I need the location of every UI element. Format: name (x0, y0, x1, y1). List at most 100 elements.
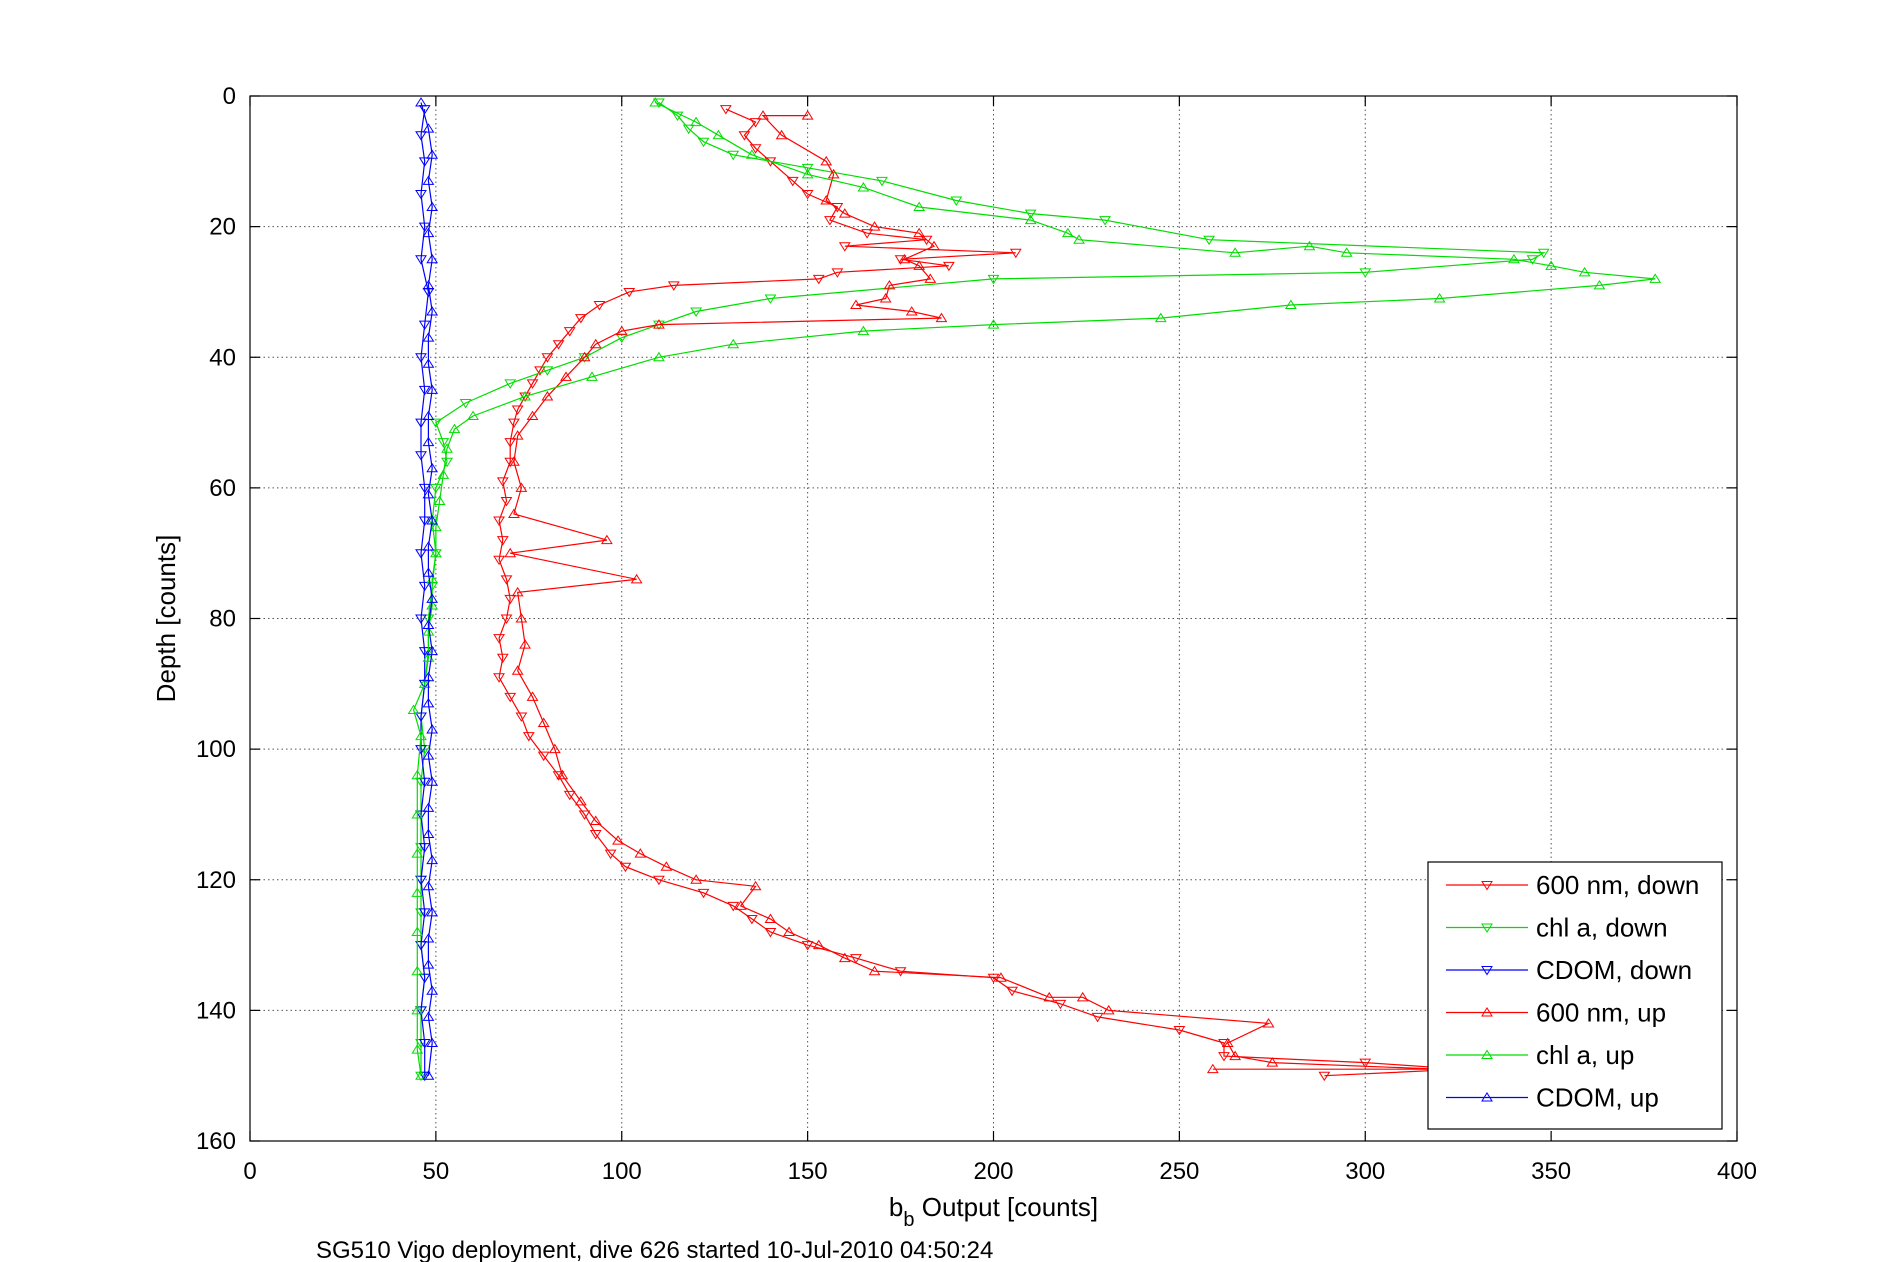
data-point (1649, 273, 1662, 283)
data-point (511, 586, 524, 597)
data-point (422, 436, 435, 447)
data-point (426, 593, 439, 603)
data-point (429, 483, 442, 494)
series-line (420, 109, 430, 1076)
x-axis-label-base: b (889, 1192, 903, 1222)
data-point (1009, 248, 1022, 259)
data-point (634, 848, 647, 858)
data-point (593, 301, 606, 311)
data-point (801, 163, 814, 174)
data-point (630, 573, 643, 584)
data-point (861, 229, 874, 239)
data-point (749, 144, 762, 154)
data-point (422, 227, 435, 238)
data-point (1359, 1058, 1372, 1069)
data-point (422, 828, 435, 839)
data-point (411, 887, 424, 897)
data-point (415, 353, 427, 363)
data-point (824, 216, 836, 226)
data-point (913, 227, 926, 238)
data-point (441, 443, 453, 453)
y-tick-label: 100 (196, 736, 236, 763)
data-point (415, 97, 427, 107)
data-point (552, 340, 565, 350)
data-point (426, 724, 439, 734)
data-point (426, 253, 439, 264)
data-point (508, 508, 520, 518)
series-line (412, 101, 1656, 1076)
data-point (604, 849, 617, 860)
data-point (415, 549, 427, 559)
data-point (496, 477, 509, 487)
data-point (1221, 1037, 1234, 1048)
data-point (522, 732, 535, 742)
data-point (690, 307, 703, 317)
data-point (407, 704, 420, 714)
data-point (511, 430, 524, 440)
x-tick-label: 400 (1717, 1158, 1757, 1185)
data-point (1578, 266, 1591, 277)
data-point (727, 150, 740, 161)
data-point (422, 619, 435, 630)
data-point (1218, 1052, 1230, 1062)
data-point (812, 274, 825, 285)
data-point (764, 913, 777, 923)
y-tick-label: 40 (209, 344, 236, 371)
x-tick-label: 150 (788, 1158, 828, 1185)
data-point (422, 123, 435, 133)
data-point (857, 325, 870, 336)
data-point (548, 743, 561, 754)
y-tick-label: 0 (223, 83, 236, 110)
data-point (519, 639, 531, 649)
data-point (563, 327, 576, 337)
series-layer (407, 97, 1662, 1082)
data-point (928, 240, 940, 251)
data-point (515, 482, 528, 492)
x-tick-label: 50 (423, 1158, 450, 1185)
data-point (586, 371, 598, 381)
data-point (1173, 1025, 1186, 1036)
data-point (801, 941, 814, 951)
data-point (429, 521, 442, 532)
data-point (422, 671, 435, 682)
data-point (411, 769, 424, 780)
data-point (496, 536, 509, 546)
data-point (1054, 999, 1067, 1010)
data-point (422, 567, 435, 577)
data-point (653, 351, 665, 362)
data-point (995, 972, 1007, 982)
grid (250, 96, 1737, 1141)
legend-marker (1481, 881, 1493, 891)
data-point (508, 456, 520, 466)
data-point (541, 390, 554, 401)
data-point (415, 451, 427, 461)
legend-marker (1481, 966, 1493, 976)
data-point (422, 933, 435, 943)
data-point (1154, 312, 1167, 323)
data-point (411, 1044, 424, 1054)
data-point (418, 647, 431, 657)
y-tick-label: 120 (196, 867, 236, 894)
data-point (801, 189, 814, 200)
data-point (511, 665, 524, 675)
data-point (422, 697, 435, 708)
data-point (574, 314, 587, 324)
data-point (504, 379, 517, 389)
data-point (1593, 279, 1606, 290)
data-point (422, 410, 435, 421)
data-point (418, 678, 431, 688)
data-point (1218, 1039, 1230, 1049)
data-point (467, 410, 479, 421)
data-point (508, 418, 520, 429)
data-point (426, 149, 439, 159)
data-point (422, 626, 435, 636)
data-point (935, 312, 948, 323)
legend-label: 600 nm, down (1536, 870, 1699, 900)
data-point (426, 1037, 439, 1048)
data-point (1229, 1050, 1242, 1061)
data-point (526, 410, 539, 421)
legend-box (1427, 861, 1723, 1130)
data-point (418, 1071, 431, 1082)
data-point (422, 750, 435, 760)
